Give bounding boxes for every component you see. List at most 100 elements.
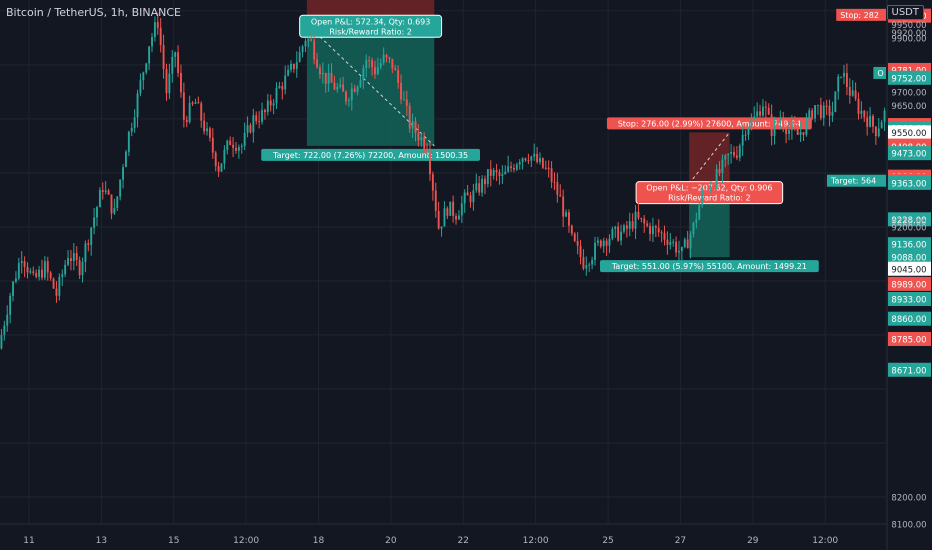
price-label-bg [888,276,931,291]
candle-body [730,151,733,154]
candle-body [617,226,620,241]
candle-body [266,100,269,113]
candle-body [721,159,724,174]
candle-body [84,243,87,262]
candle-body [191,102,194,104]
price-label-bg [888,311,931,326]
candle-body [113,208,116,214]
candle-body [437,210,440,229]
candle-body [240,145,243,148]
candle-body [744,134,747,136]
candle-body [382,54,385,64]
candle-body [623,225,625,232]
candle-body [594,242,596,261]
candle-body [576,240,579,246]
candle-body [764,106,767,108]
time-tick-label: 20 [385,536,397,546]
pnl-label: Open P&L: −207.62, Qty: 0.906 [646,184,772,193]
candle-body [122,167,125,180]
candle-body [440,226,443,229]
candle-body [559,194,562,197]
candle-body [397,70,400,83]
candle-body [32,271,35,274]
candle-body [793,124,796,129]
candle-body [275,87,278,104]
candle-body [290,63,292,70]
candle-body [52,278,55,289]
candle-body [741,134,744,146]
candle-body [799,132,802,135]
time-tick-label: 15 [168,536,179,546]
candle-body [481,178,484,193]
candle-body [405,99,408,106]
candle-body [252,115,255,133]
candle-body [472,190,475,203]
candle-body [104,190,107,192]
candle-body [287,69,290,76]
candle-body [486,169,489,185]
candle-body [605,240,608,246]
candle-body [866,117,869,127]
candle-body [359,80,362,87]
candle-body [365,60,368,69]
candle-body [756,111,759,117]
price-label: 8671.00 [891,366,926,376]
candle-body [507,166,510,172]
candle-body [689,234,692,249]
candle-body [646,223,649,226]
candle-body [547,167,550,169]
candle-body [35,273,38,277]
edge-label-text: O [877,69,883,78]
price-label: 8200.00 [891,493,926,503]
candle-body [666,239,669,245]
candle-body [417,132,420,141]
price-label: 9700.00 [891,88,926,98]
candle-body [796,128,799,135]
candle-body [153,22,156,37]
candle-body [773,120,776,137]
candle-body [692,222,695,235]
target-label-box: Target: 722.00 (7.26%) 72200, Amount: 15… [261,148,481,161]
time-tick-label: 12:00 [233,536,259,546]
candles [0,12,886,350]
candle-body [125,151,127,168]
candle-body [753,116,756,120]
candle-body [457,215,460,220]
edge-label-text: Stop: 282 [840,11,879,20]
candle-body [336,87,339,90]
candle-body [246,125,249,133]
candle-body [255,115,258,122]
candle-body [55,288,58,296]
candle-body [431,174,434,191]
candle-body [356,86,359,92]
candle-body [414,121,417,133]
candle-body [67,258,69,265]
candle-body [324,72,327,84]
candle-body [828,105,831,116]
candle-body [805,119,808,135]
candle-body [313,40,316,60]
currency-button[interactable]: USDT [886,5,924,20]
candle-body [530,156,533,161]
candle-body [362,68,365,81]
candle-body [220,163,223,172]
candle-body [81,261,84,276]
price-label: 9136.00 [891,241,926,251]
candle-body [489,169,492,176]
price-label-bg [888,237,931,252]
edge-label-bg [836,8,886,21]
candle-body [625,225,628,229]
edge-label-bg [873,66,886,79]
candle-body [698,205,701,220]
candle-body [475,183,478,191]
candle-body [177,52,180,73]
candle-body [12,281,14,296]
candle-body [695,219,698,223]
candle-body [116,196,119,209]
candle-body [258,121,261,123]
candle-body [663,233,666,240]
stop-label-bg [606,117,812,130]
candle-body [142,72,145,81]
